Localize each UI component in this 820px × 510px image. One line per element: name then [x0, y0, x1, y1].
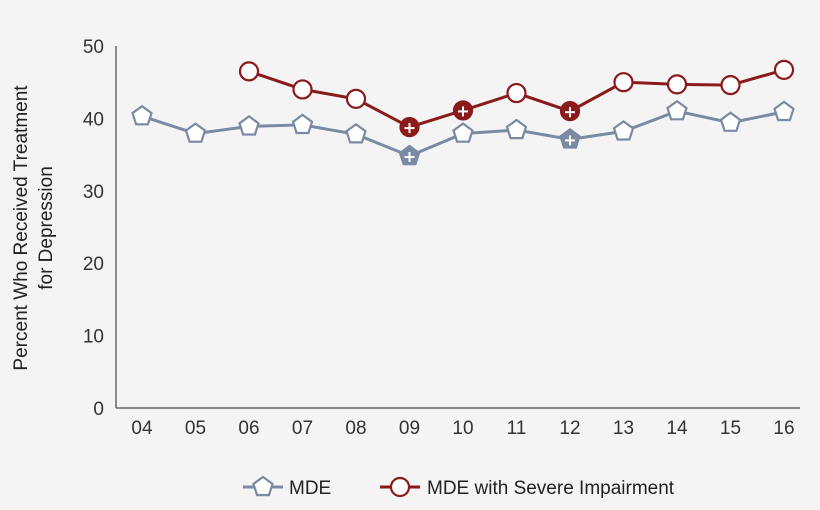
- y-tick-label: 50: [83, 37, 104, 58]
- y-axis-label-line-2: for Depression: [36, 166, 57, 290]
- legend-label-mde: MDE: [289, 478, 331, 499]
- legend-marker-mde-severe: [389, 476, 411, 498]
- x-tick-label: 12: [559, 418, 580, 439]
- legend-item-mde-severe: MDE with Severe Impairment: [380, 476, 675, 499]
- data-point-series-0: [291, 113, 314, 135]
- data-point-series-0: [666, 99, 688, 121]
- data-point-series-1: [238, 61, 260, 82]
- legend-label-mde-severe: MDE with Severe Impairment: [427, 478, 675, 499]
- x-tick-label: 13: [613, 418, 634, 439]
- x-tick-label: 07: [292, 418, 313, 439]
- y-tick-label: 0: [93, 399, 104, 420]
- data-point-series-0: [719, 111, 742, 132]
- x-tick-label: 10: [452, 418, 473, 439]
- data-point-series-0: [612, 120, 635, 141]
- legend: MDE MDE with Severe Impairment: [243, 475, 675, 499]
- data-point-series-1: [773, 59, 795, 80]
- data-point-series-1: [292, 79, 313, 100]
- x-tick-label: 11: [507, 418, 527, 439]
- data-point-series-0: [452, 122, 474, 143]
- x-axis: 04 05 06 07 08 09 10 11 12 13 14 15 16: [116, 407, 800, 439]
- x-tick-label: 15: [720, 418, 741, 439]
- data-point-series-0: [773, 100, 795, 122]
- legend-marker-shape: [252, 475, 274, 497]
- x-tick-label: 08: [345, 418, 366, 439]
- plot-area: [131, 59, 795, 166]
- x-tick-label: 14: [666, 418, 688, 439]
- data-point-series-1: [666, 74, 688, 95]
- y-axis: 0 10 20 30 40 50: [83, 37, 117, 420]
- legend-item-mde: MDE: [243, 475, 331, 499]
- data-point-series-1: [720, 74, 741, 96]
- y-tick-label: 40: [83, 109, 104, 130]
- y-tick-label: 20: [83, 254, 104, 275]
- x-tick-label: 16: [773, 418, 794, 439]
- y-tick-label: 30: [83, 182, 104, 203]
- data-point-series-1: [506, 82, 527, 104]
- data-point-series-0: [505, 118, 528, 140]
- data-point-series-0: [345, 122, 367, 144]
- y-tick-label: 10: [83, 327, 104, 348]
- x-tick-label: 06: [238, 418, 259, 439]
- legend-marker-mde: [252, 475, 274, 497]
- data-point-series-1: [613, 72, 634, 93]
- data-point-series-0: [238, 115, 260, 136]
- data-point-series-0: [131, 104, 153, 126]
- x-tick-label: 05: [185, 418, 206, 439]
- x-tick-label: 04: [131, 418, 153, 439]
- data-point-series-0: [184, 122, 207, 143]
- x-tick-label: 09: [399, 418, 420, 439]
- y-axis-label-line-1: Percent Who Received Treatment: [11, 85, 32, 371]
- legend-marker-shape: [389, 476, 411, 498]
- data-point-series-1: [345, 88, 367, 109]
